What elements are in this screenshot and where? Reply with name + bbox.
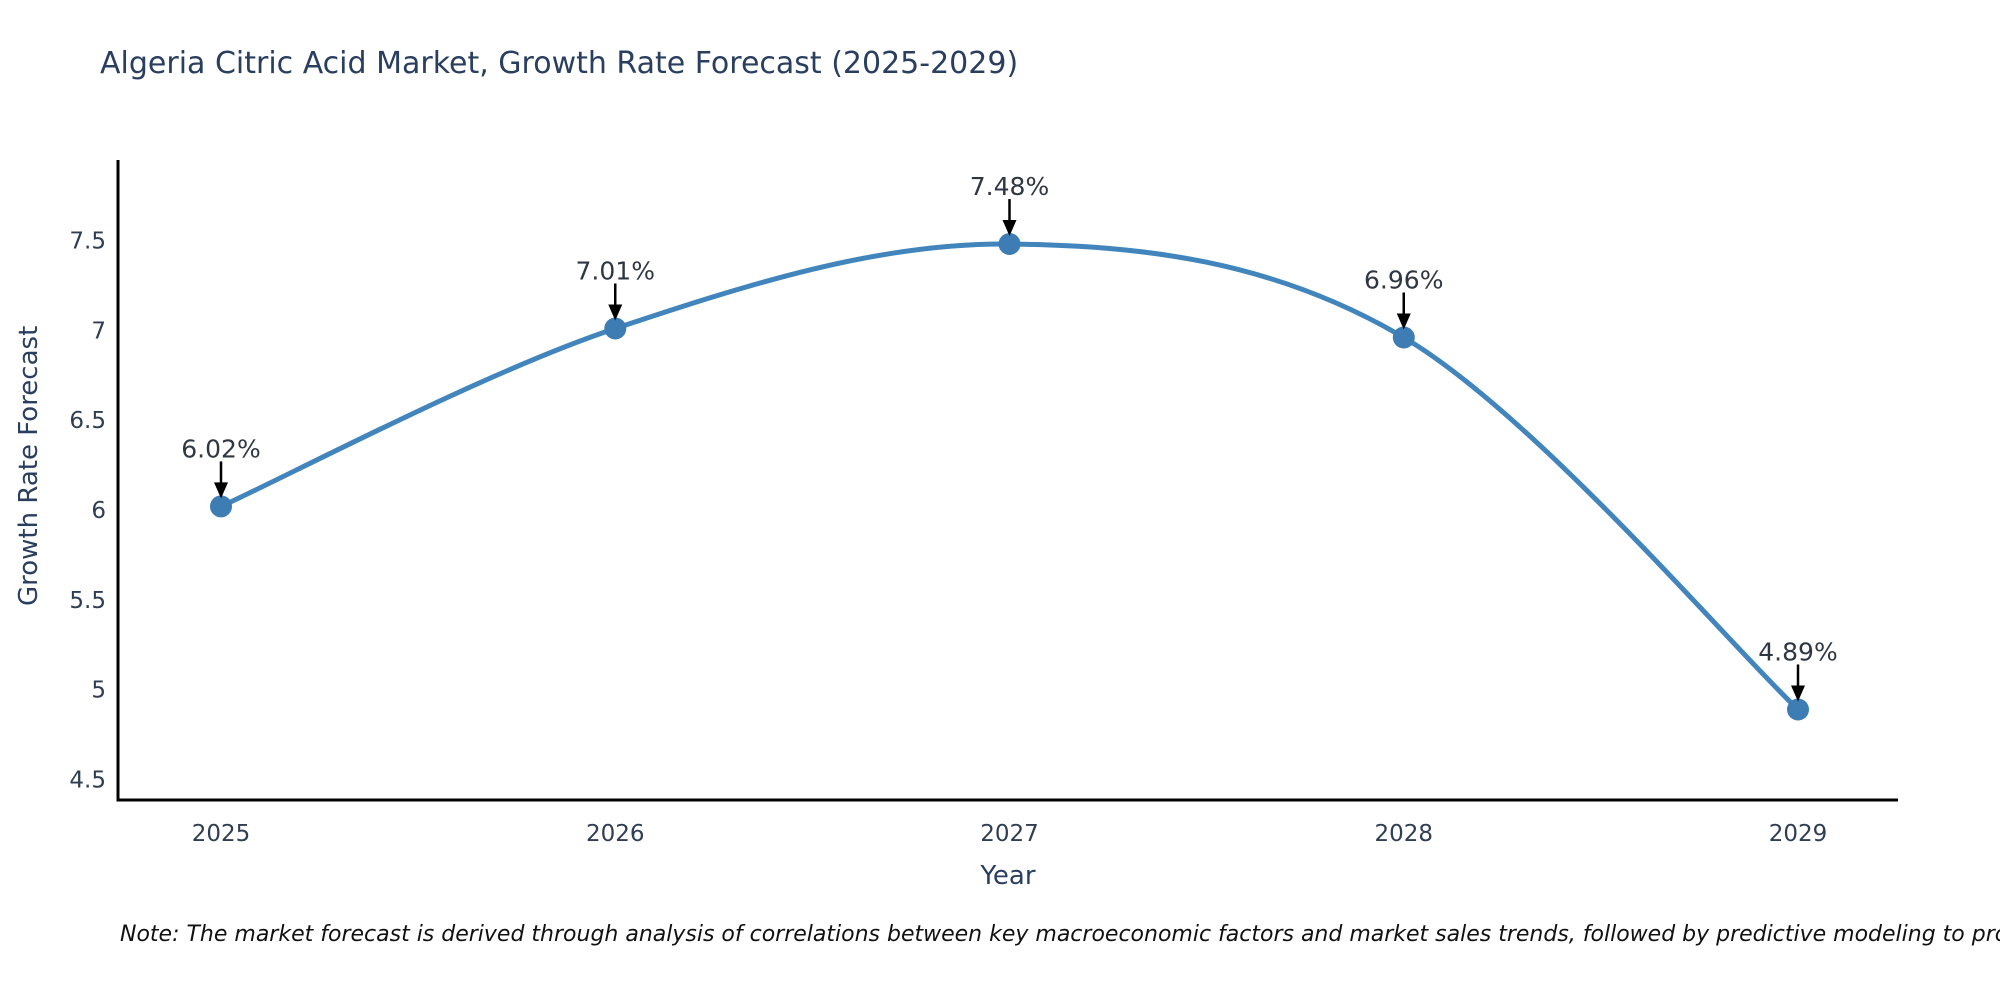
data-point	[604, 317, 627, 340]
x-tick-label: 2026	[586, 821, 645, 847]
point-annotation-label: 7.48%	[970, 172, 1049, 201]
x-tick-label: 2025	[192, 821, 251, 847]
x-axis-title: Year	[980, 861, 1036, 891]
annotation-arrow-head	[1002, 220, 1017, 237]
axis-lines	[116, 160, 1898, 802]
x-tick-label: 2027	[980, 821, 1039, 847]
point-annotation-label: 6.96%	[1364, 265, 1443, 294]
data-point	[1392, 326, 1415, 349]
y-tick-label: 5.5	[69, 588, 106, 614]
x-tick-label: 2028	[1374, 821, 1433, 847]
annotation-arrow-head	[1396, 313, 1411, 330]
y-tick-label: 6	[91, 498, 106, 524]
y-tick-label: 5	[91, 678, 106, 704]
point-annotation-label: 7.01%	[576, 257, 655, 286]
chart-title: Algeria Citric Acid Market, Growth Rate …	[100, 46, 1019, 81]
data-point	[998, 233, 1021, 255]
annotation-arrow-head	[214, 482, 228, 499]
x-tick-label: 2029	[1769, 821, 1828, 847]
y-tick-label: 4.5	[69, 768, 106, 794]
y-tick-label: 7.5	[69, 228, 106, 254]
y-tick-label: 7	[91, 318, 106, 344]
point-annotation-label: 4.89%	[1758, 637, 1837, 666]
series-line	[218, 241, 1801, 712]
annotation-arrow-head	[608, 304, 623, 321]
y-tick-label: 6.5	[69, 408, 106, 434]
note-text: Note: The market forecast is derived thr…	[120, 922, 2000, 947]
annotation-arrow-head	[1791, 685, 1805, 702]
point-annotation-label: 6.02%	[181, 434, 260, 463]
data-point	[1787, 698, 1809, 721]
data-point	[210, 495, 232, 518]
